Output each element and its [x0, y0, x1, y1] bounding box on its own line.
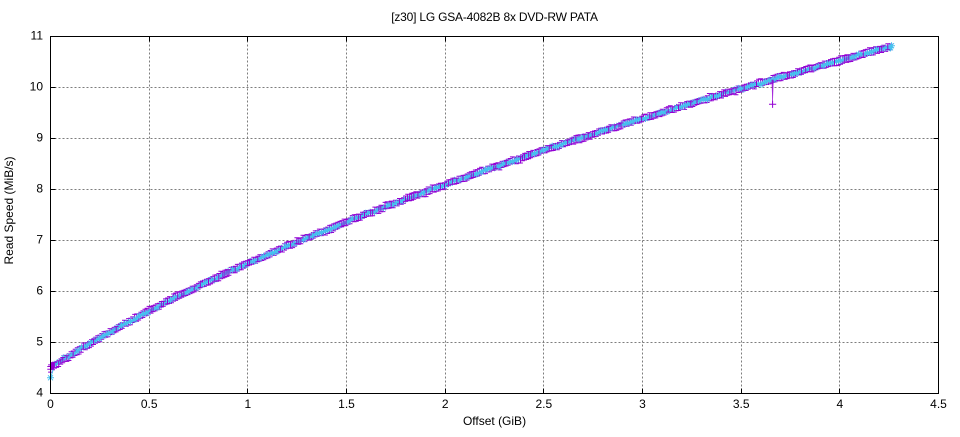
svg-text:7: 7	[36, 232, 43, 246]
svg-text:11: 11	[31, 28, 44, 42]
svg-text:[z30] LG GSA-4082B 8x DVD-RW P: [z30] LG GSA-4082B 8x DVD-RW PATA	[391, 10, 598, 24]
svg-text:Read Speed (MiB/s): Read Speed (MiB/s)	[2, 156, 16, 264]
svg-text:3: 3	[639, 397, 646, 411]
svg-text:2: 2	[442, 397, 449, 411]
svg-text:1.5: 1.5	[338, 397, 355, 411]
svg-text:0.5: 0.5	[141, 397, 158, 411]
svg-text:10: 10	[30, 79, 44, 93]
svg-text:6: 6	[36, 283, 43, 297]
svg-text:2.5: 2.5	[535, 397, 552, 411]
svg-text:9: 9	[36, 130, 43, 144]
svg-text:1: 1	[244, 397, 251, 411]
svg-text:5: 5	[36, 334, 43, 348]
svg-text:8: 8	[36, 181, 43, 195]
svg-text:Offset (GiB): Offset (GiB)	[463, 414, 526, 428]
svg-text:4: 4	[836, 397, 843, 411]
svg-text:4: 4	[36, 385, 43, 399]
svg-text:0: 0	[47, 397, 54, 411]
svg-text:4.5: 4.5	[930, 397, 947, 411]
svg-text:3.5: 3.5	[733, 397, 750, 411]
